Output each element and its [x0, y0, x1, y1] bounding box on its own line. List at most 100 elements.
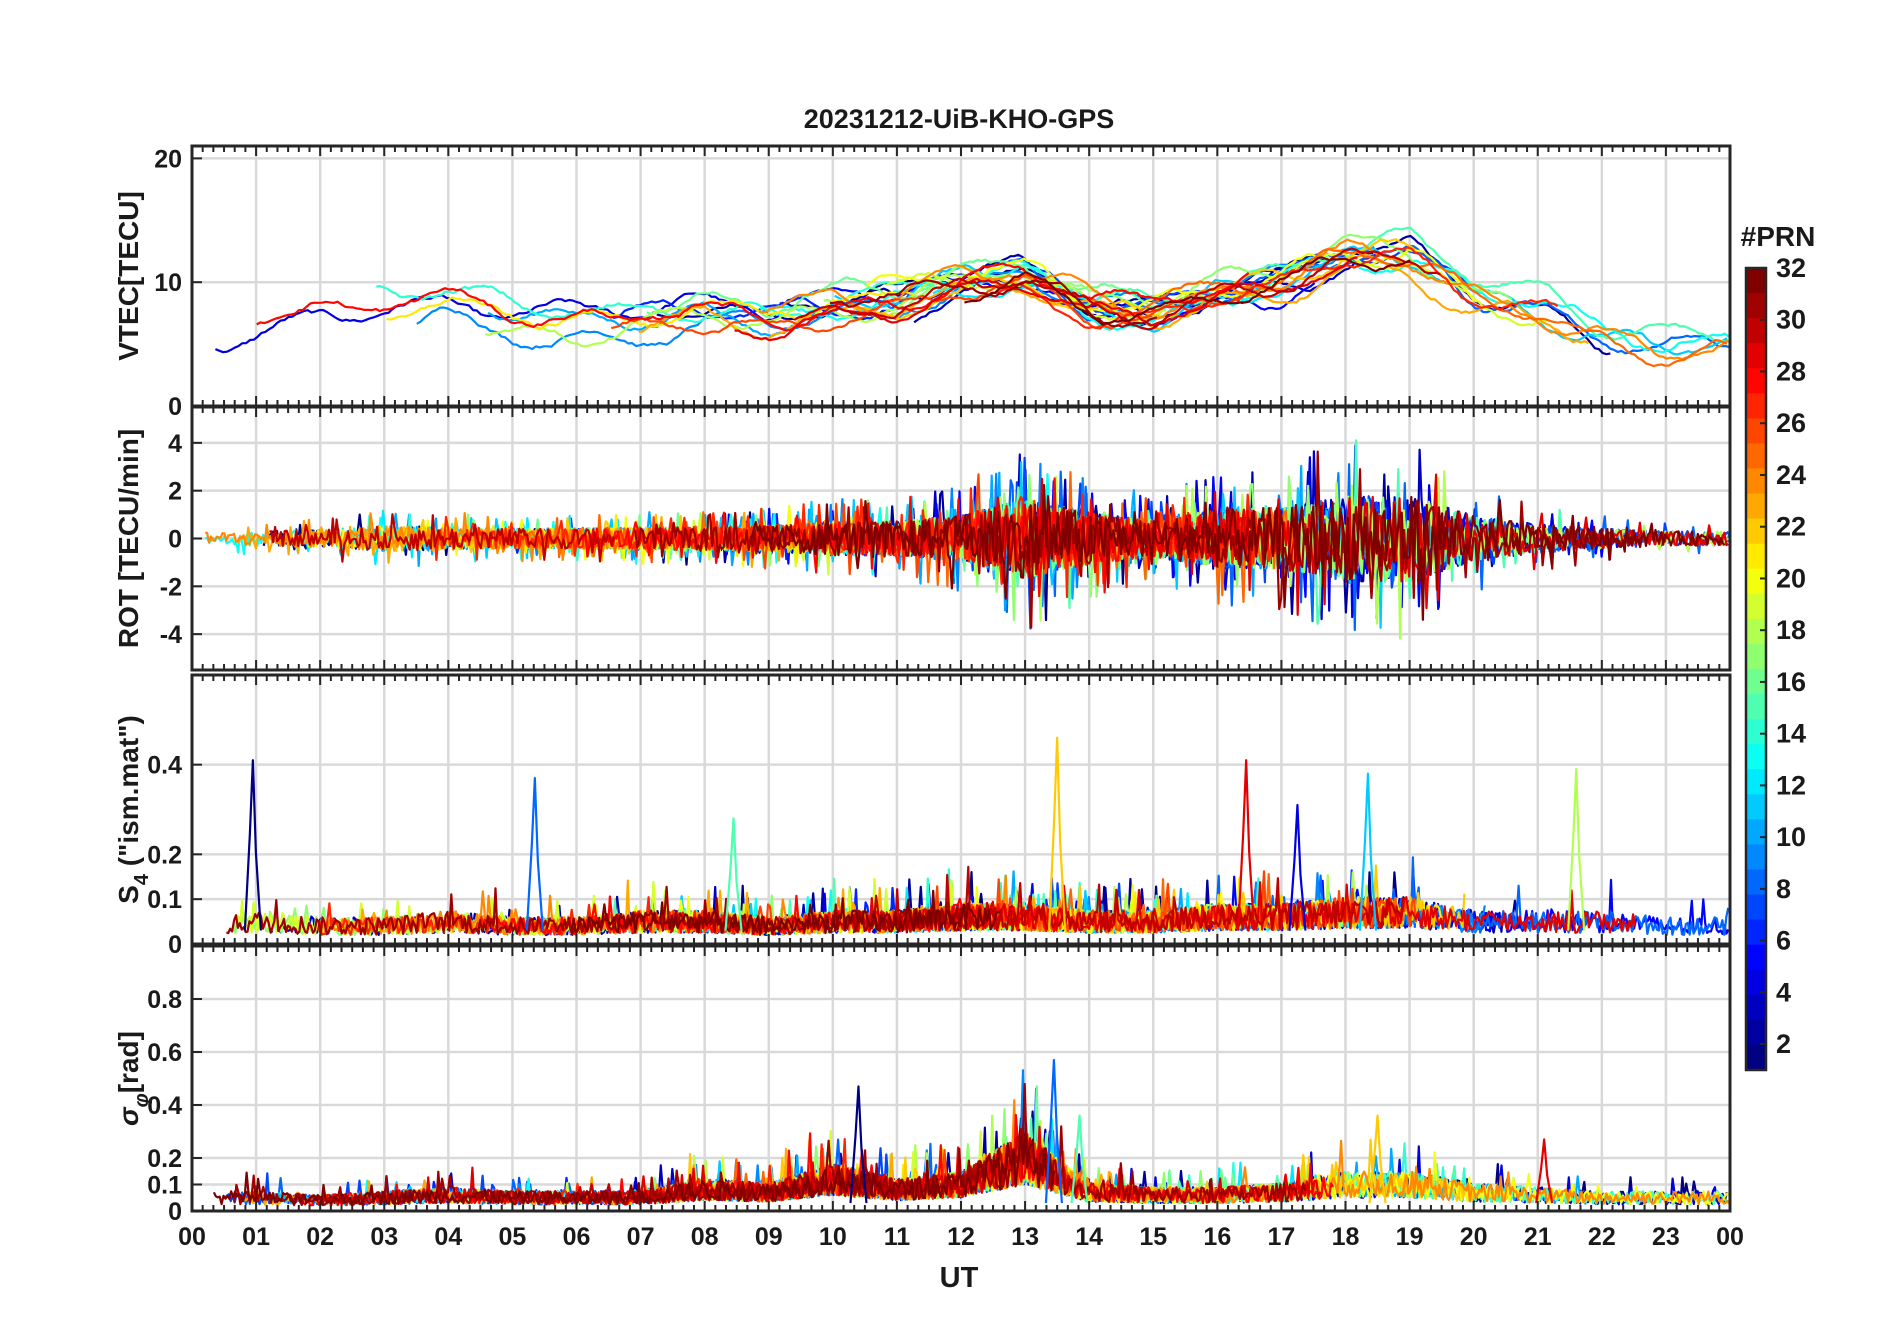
colorbar-band — [1746, 1019, 1766, 1046]
colorbar-band — [1746, 719, 1766, 745]
y-axis-label: VTEC[TECU] — [113, 191, 144, 361]
panel-minor-ticks — [191, 946, 1731, 1211]
x-tick-labels: 00 01 02 03 04 05 06 07 08 09 10 11 12 13 14 15 16 17 18 19… — [178, 1223, 1744, 1251]
x-tick-label: 05 — [499, 1223, 527, 1251]
data-spike — [1535, 1138, 1554, 1204]
panel-traces — [212, 1058, 1730, 1207]
x-tick-label: 11 — [884, 1223, 911, 1251]
data-spike — [724, 817, 743, 931]
y-axis-label: S4 ("ism.mat") — [113, 715, 153, 904]
colorbar-tick-label: 16 — [1776, 667, 1806, 697]
x-tick-label: 12 — [947, 1223, 975, 1251]
colorbar-band — [1746, 769, 1766, 795]
y-tick-label: 0 — [168, 1198, 182, 1226]
y-tick-label: -4 — [160, 621, 182, 649]
x-tick-label: 20 — [1460, 1223, 1488, 1251]
colorbar-band — [1746, 643, 1766, 670]
panel-vtec: 0 10 20 VTEC[TECU] — [113, 144, 1732, 421]
panel-minor-ticks — [191, 146, 1731, 406]
x-tick-label: 10 — [819, 1223, 847, 1251]
data-spike — [1288, 803, 1307, 931]
colorbar-band — [1746, 343, 1766, 369]
x-tick-label: 07 — [627, 1223, 655, 1251]
colorbar-band — [1746, 618, 1766, 645]
colorbar-bands — [1744, 266, 1768, 1072]
data-spike — [1358, 772, 1378, 931]
y-tick-label: 0.2 — [147, 841, 182, 869]
colorbar-band — [1746, 318, 1766, 344]
colorbar-tick-label: 4 — [1776, 977, 1791, 1007]
y-tick-label: 0.4 — [147, 752, 182, 780]
x-tick-label: 00 — [178, 1223, 206, 1251]
colorbar-tick-label: 14 — [1776, 719, 1806, 749]
x-tick-label: 09 — [755, 1223, 783, 1251]
colorbar-band — [1746, 418, 1766, 445]
colorbar-tick-label: 10 — [1776, 822, 1806, 852]
x-tick-label: 14 — [1075, 1223, 1103, 1251]
prn-trace — [376, 259, 1054, 324]
colorbar-band — [1746, 568, 1766, 595]
panel-s4: 00.10.20.4S4 ("ism.mat") — [113, 673, 1732, 959]
chart-title: 20231212-UiB-KHO-GPS — [804, 104, 1115, 134]
x-tick-label: 15 — [1139, 1223, 1167, 1251]
colorbar-band — [1746, 468, 1766, 495]
colorbar-band — [1746, 393, 1766, 419]
colorbar-band — [1746, 869, 1766, 896]
y-tick-label: 0.1 — [147, 1172, 182, 1200]
x-tick-label: 19 — [1396, 1223, 1424, 1251]
x-tick-label: 06 — [563, 1223, 591, 1251]
y-tick-label: 20 — [154, 145, 182, 173]
colorbar-band — [1746, 268, 1766, 294]
y-tick-label: 4 — [168, 430, 182, 458]
colorbar-tick-label: 20 — [1776, 563, 1806, 593]
data-spike — [525, 777, 544, 931]
x-tick-label: 17 — [1268, 1223, 1296, 1251]
colorbar-label: #PRN — [1741, 221, 1816, 252]
y-axis-label: σφ[rad] — [113, 1031, 153, 1126]
data-spike — [1044, 1058, 1064, 1204]
x-tick-label: 01 — [242, 1223, 270, 1251]
data-spike — [1048, 736, 1067, 931]
colorbar-band — [1746, 669, 1766, 695]
prn-trace — [214, 292, 781, 354]
panel-rot: -4 -2 0 2 4 ROT [TECU/min] — [113, 405, 1732, 672]
x-axis-label: UT — [940, 1262, 979, 1294]
y-tick-label: 0.2 — [147, 1145, 182, 1173]
colorbar-band — [1746, 368, 1766, 394]
panel-traces — [204, 439, 1730, 640]
colorbar-frame — [1744, 266, 1768, 1072]
colorbar-tick-label: 24 — [1776, 460, 1806, 490]
prn-trace — [830, 279, 1158, 328]
x-tick-label: 22 — [1588, 1223, 1616, 1251]
y-tick-label: 0.6 — [147, 1039, 182, 1067]
panel-minor-ticks — [191, 407, 1731, 670]
data-spike — [243, 759, 262, 931]
y-tick-label: 0.8 — [147, 986, 182, 1014]
y-tick-label: 0 — [168, 393, 182, 421]
colorbar-band — [1746, 794, 1766, 820]
colorbar-band — [1746, 819, 1766, 846]
prn-trace — [269, 513, 615, 563]
panel-sigma: 00.10.2 0.4 0.6 0.8 σφ[rad] — [113, 944, 1732, 1226]
y-tick-label: -2 — [160, 573, 182, 601]
colorbar-band — [1746, 1044, 1766, 1071]
colorbar-band — [1746, 744, 1766, 770]
colorbar-band — [1746, 493, 1766, 520]
prn-trace — [570, 889, 1002, 936]
colorbar-tick-label: 6 — [1776, 926, 1791, 956]
colorbar-tick-label: 8 — [1776, 874, 1791, 904]
x-tick-label: 03 — [370, 1223, 398, 1251]
prn-trace — [226, 885, 968, 936]
prn-trace — [212, 1132, 1056, 1206]
prn-trace — [793, 247, 1441, 331]
y-tick-label: 0.1 — [147, 886, 182, 914]
colorbar-band — [1746, 994, 1766, 1021]
colorbar-band — [1746, 919, 1766, 946]
colorbar-tick-label: 22 — [1776, 512, 1806, 542]
x-tick-label: 21 — [1524, 1223, 1552, 1251]
data-spike — [1567, 768, 1586, 931]
x-tick-label: 02 — [306, 1223, 334, 1251]
